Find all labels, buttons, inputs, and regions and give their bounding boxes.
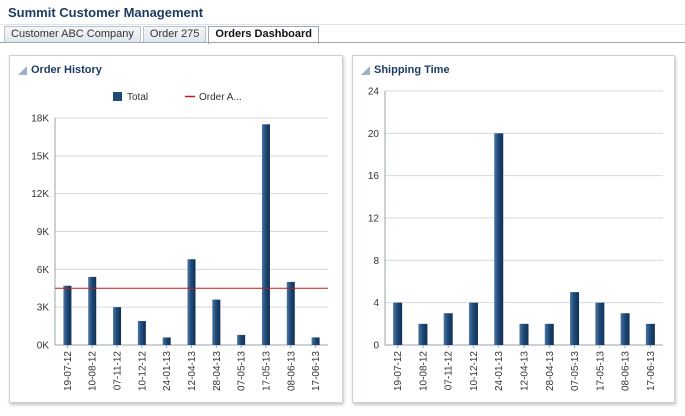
bar	[88, 276, 97, 345]
x-tick-label: 07-05-13	[237, 351, 248, 391]
bar	[645, 323, 655, 345]
app-title: Summit Customer Management	[8, 5, 204, 20]
x-tick-label: 17-05-13	[595, 351, 606, 391]
x-tick-label: 08-06-13	[286, 351, 297, 391]
y-tick-label: 0	[373, 341, 379, 352]
y-tick-label: 24	[368, 87, 380, 98]
collapse-triangle-icon[interactable]	[361, 65, 370, 75]
bar	[237, 334, 246, 345]
y-tick-label: 8	[373, 256, 379, 267]
legend-label-reference: Order A...	[199, 92, 242, 103]
order-history-header[interactable]: Order History	[18, 63, 102, 77]
bar	[137, 321, 146, 345]
x-tick-label: 19-07-12	[63, 351, 74, 391]
bar	[519, 323, 529, 345]
tab-strip-divider	[0, 42, 685, 43]
y-tick-label: 18K	[31, 114, 49, 125]
shipping-time-chart: 0 4 8 12 16 20 24 19-07-12 10-08-12 07-11-12 10-12…	[368, 87, 663, 391]
tab-customer-abc-company[interactable]: Customer ABC Company	[4, 26, 141, 43]
x-tick-label: 10-08-12	[418, 351, 429, 391]
collapse-triangle-icon[interactable]	[18, 65, 27, 75]
tab-strip: Customer ABC Company Order 275 Orders Da…	[4, 26, 321, 44]
bar	[544, 323, 554, 345]
bar	[261, 124, 270, 345]
bar	[418, 323, 428, 345]
bar	[212, 299, 221, 345]
bar	[494, 133, 504, 345]
tab-orders-dashboard[interactable]: Orders Dashboard	[208, 26, 320, 44]
y-tick-label: 0K	[37, 341, 50, 352]
bar	[311, 337, 320, 345]
x-tick-label: 19-07-12	[393, 351, 404, 391]
bar	[63, 285, 72, 345]
bar	[286, 281, 295, 345]
bar	[162, 337, 171, 345]
bar	[620, 313, 630, 345]
x-tick-label: 07-05-13	[570, 351, 581, 391]
x-tick-label: 24-01-13	[494, 351, 505, 391]
y-tick-label: 12K	[31, 189, 49, 200]
shipping-time-header[interactable]: Shipping Time	[361, 63, 450, 77]
tab-order-275[interactable]: Order 275	[142, 26, 207, 43]
order-history-title: Order History	[31, 64, 102, 76]
x-tick-label: 07-11-12	[113, 351, 124, 391]
x-tick-label: 17-06-13	[646, 351, 657, 391]
bar	[443, 313, 453, 345]
y-tick-label: 15K	[31, 151, 49, 162]
legend-label-total: Total	[127, 92, 148, 103]
x-tick-label: 17-06-13	[311, 351, 322, 391]
bar	[570, 292, 580, 345]
x-tick-label: 08-06-13	[621, 351, 632, 391]
bar	[187, 259, 196, 345]
x-tick-label: 12-04-13	[520, 351, 531, 391]
bar	[113, 307, 122, 345]
x-tick-label: 10-12-12	[137, 351, 148, 391]
x-tick-label: 28-04-13	[212, 351, 223, 391]
x-tick-label: 17-05-13	[261, 351, 272, 391]
y-tick-label: 6K	[37, 265, 50, 276]
order-history-chart: 0K 3K 6K 9K 12K 15K 18K 19-07-12 10-08-12 07-11-1…	[31, 92, 328, 391]
y-tick-label: 12	[368, 214, 380, 225]
y-tick-label: 4	[373, 298, 379, 309]
bar	[595, 302, 605, 345]
shipping-time-panel: 0 4 8 12 16 20 24 19-07-12 10-08-12 07-11-12 10-12…	[352, 55, 675, 403]
y-tick-label: 9K	[37, 227, 50, 238]
x-tick-label: 28-04-13	[545, 351, 556, 391]
bar	[393, 302, 403, 345]
x-tick-label: 10-08-12	[88, 351, 99, 391]
y-tick-label: 20	[368, 129, 380, 140]
title-divider	[0, 24, 685, 25]
y-tick-label: 16	[368, 171, 380, 182]
x-tick-label: 07-11-12	[444, 351, 455, 391]
x-tick-label: 24-01-13	[162, 351, 173, 391]
y-tick-label: 3K	[37, 303, 50, 314]
legend-swatch-total	[113, 92, 122, 101]
bar	[468, 302, 478, 345]
order-history-panel: 0K 3K 6K 9K 12K 15K 18K 19-07-12 10-08-12 07-11-1…	[9, 55, 343, 403]
x-tick-label: 12-04-13	[187, 351, 198, 391]
x-tick-label: 10-12-12	[469, 351, 480, 391]
shipping-time-title: Shipping Time	[374, 64, 450, 76]
